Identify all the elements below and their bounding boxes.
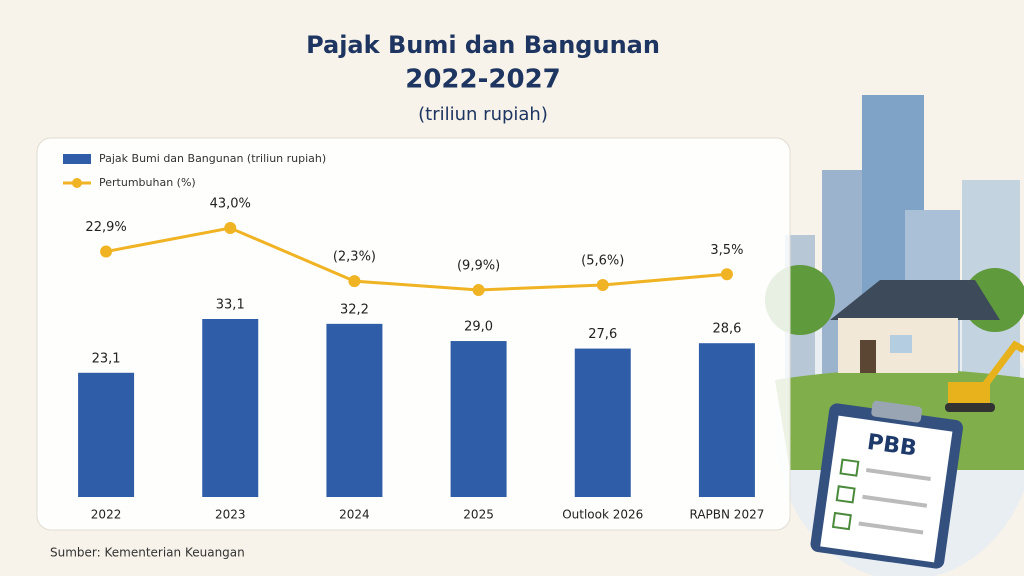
bar-value-label: 27,6 [588, 327, 617, 342]
checkbox [835, 485, 856, 504]
excavator [948, 382, 990, 404]
text-line [858, 521, 924, 535]
x-tick-label: Outlook 2026 [562, 508, 643, 522]
bar-value-label: 32,2 [340, 302, 369, 317]
x-tick-label: RAPBN 2027 [689, 508, 764, 522]
bar [78, 372, 135, 497]
checkbox [831, 511, 852, 531]
legend-swatch [63, 154, 91, 164]
door [860, 340, 876, 373]
growth-point [596, 278, 609, 291]
clipboard-clip [871, 400, 923, 423]
legend-swatch [72, 178, 82, 188]
checkbox [839, 458, 860, 477]
chart-subtitle: 2022-2027 [405, 65, 561, 95]
bar-value-label: 23,1 [92, 351, 121, 366]
bar [326, 323, 383, 497]
x-tick-label: 2024 [339, 508, 370, 522]
chart-panel [36, 137, 791, 531]
bar-value-label: 29,0 [464, 320, 493, 335]
excavator-track [945, 403, 995, 412]
growth-point [472, 284, 485, 296]
window [890, 335, 912, 353]
bar-value-label: 28,6 [712, 322, 741, 337]
growth-point [100, 245, 113, 258]
illustration: PBB [765, 95, 1024, 576]
legend-label: Pajak Bumi dan Bangunan (triliun rupiah) [99, 152, 326, 165]
clipboard: PBB [810, 400, 963, 569]
roof [830, 280, 1000, 320]
x-tick-label: 2025 [463, 508, 494, 522]
growth-point [224, 222, 237, 234]
text-line [862, 494, 928, 508]
growth-value-label: (5,6%) [581, 253, 624, 268]
source: Sumber: Kementerian Keuangan [50, 546, 245, 560]
bar [202, 319, 259, 497]
chart-title: Pajak Bumi dan Bangunan [306, 31, 660, 59]
bar [450, 341, 507, 497]
text-line [865, 468, 931, 482]
bar [698, 343, 755, 497]
unit-label: (triliun rupiah) [418, 104, 548, 125]
growth-line [105, 226, 728, 292]
x-tick-label: 2023 [215, 508, 246, 522]
growth-value-label: (9,9%) [457, 259, 500, 274]
x-tick-label: 2022 [91, 508, 122, 522]
bar-value-label: 33,1 [216, 298, 245, 313]
growth-point [720, 268, 733, 281]
clipboard-paper [820, 415, 953, 563]
growth-value-label: 3,5% [710, 243, 743, 258]
bar [574, 348, 631, 497]
growth-value-label: (2,3%) [333, 250, 376, 265]
excavator-arm [982, 340, 1024, 388]
growth-value-label: 22,9% [85, 220, 126, 235]
legend-label: Pertumbuhan (%) [99, 176, 196, 189]
growth-value-label: 43,0% [210, 197, 251, 212]
growth-point [348, 275, 361, 288]
